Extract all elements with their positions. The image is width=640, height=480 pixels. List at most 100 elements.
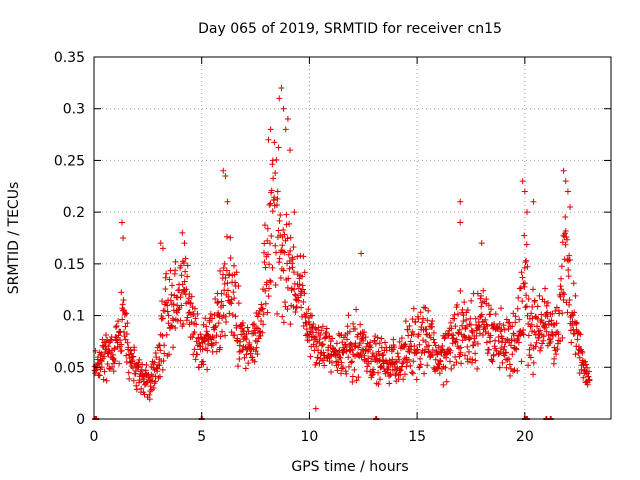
data-point — [307, 353, 314, 360]
data-point — [270, 175, 277, 182]
data-point — [371, 338, 378, 345]
data-point — [281, 231, 288, 238]
data-point — [541, 323, 548, 330]
data-point — [182, 255, 189, 262]
data-point — [544, 313, 551, 320]
data-point — [531, 297, 538, 304]
data-point — [293, 304, 300, 311]
data-point — [459, 337, 466, 344]
data-point — [220, 302, 227, 309]
data-point — [358, 250, 365, 257]
data-point — [194, 310, 201, 317]
data-point — [233, 324, 240, 331]
data-point — [469, 356, 476, 363]
data-point — [245, 360, 252, 367]
data-point — [183, 286, 190, 293]
data-point — [272, 282, 279, 289]
data-point — [97, 352, 104, 359]
data-point — [466, 321, 473, 328]
data-point — [241, 334, 248, 341]
data-point — [413, 376, 420, 383]
data-point — [472, 350, 479, 357]
data-point — [217, 333, 224, 340]
data-point — [156, 373, 163, 380]
data-point — [515, 339, 522, 346]
y-tick-label: 0.2 — [63, 205, 85, 221]
data-point — [292, 308, 299, 315]
data-point — [450, 335, 457, 342]
data-point — [421, 370, 428, 377]
data-point — [375, 381, 382, 388]
data-point — [537, 327, 544, 334]
data-point — [161, 342, 168, 349]
data-point — [290, 269, 297, 276]
data-point — [408, 369, 415, 376]
data-point — [184, 262, 191, 269]
data-point — [448, 365, 455, 372]
data-point — [143, 362, 150, 369]
data-point — [101, 353, 108, 360]
data-point — [218, 290, 225, 297]
data-point — [213, 332, 220, 339]
data-point — [528, 310, 535, 317]
data-point — [528, 321, 535, 328]
data-point — [406, 322, 413, 329]
data-point — [579, 349, 586, 356]
data-point — [502, 349, 509, 356]
data-point — [521, 232, 528, 239]
data-point — [123, 310, 130, 317]
data-point — [361, 329, 368, 336]
data-point — [508, 337, 515, 344]
data-point — [544, 299, 551, 306]
data-point — [282, 126, 289, 133]
axis-ticks: 0 0.05 0.1 0.15 0.2 0.25 0.3 0.35 0 5 10 15 20 — [54, 50, 611, 445]
data-point — [241, 354, 248, 361]
data-point — [434, 351, 441, 358]
data-point — [489, 358, 496, 365]
data-point — [219, 328, 226, 335]
data-point — [519, 274, 526, 281]
data-point — [560, 167, 567, 174]
data-point — [229, 312, 236, 319]
data-point — [336, 354, 343, 361]
data-point — [167, 297, 174, 304]
data-point — [557, 283, 564, 290]
data-point — [457, 198, 464, 205]
data-point — [238, 331, 245, 338]
data-point — [442, 364, 449, 371]
data-point — [562, 213, 569, 220]
data-point — [138, 385, 145, 392]
data-point — [379, 352, 386, 359]
data-point — [116, 360, 123, 367]
data-point — [285, 275, 292, 282]
data-point — [460, 318, 467, 325]
data-point — [506, 319, 513, 326]
data-point — [522, 304, 529, 311]
data-point — [207, 310, 214, 317]
data-point — [563, 234, 570, 241]
data-point — [177, 294, 184, 301]
data-point — [514, 336, 521, 343]
data-point — [224, 198, 231, 205]
data-point — [318, 327, 325, 334]
data-point — [177, 262, 184, 269]
data-point — [458, 360, 465, 367]
data-point — [242, 365, 249, 372]
data-point — [119, 316, 126, 323]
data-point — [212, 296, 219, 303]
data-point — [422, 338, 429, 345]
data-point — [347, 340, 354, 347]
data-point — [514, 305, 521, 312]
data-point — [465, 348, 472, 355]
data-point — [425, 307, 432, 314]
data-point — [203, 323, 210, 330]
data-point — [553, 351, 560, 358]
data-point — [564, 188, 571, 195]
data-point — [225, 293, 232, 300]
data-point — [284, 306, 291, 313]
data-point — [384, 366, 391, 373]
data-point — [163, 270, 170, 277]
data-point — [142, 370, 149, 377]
data-point — [243, 351, 250, 358]
